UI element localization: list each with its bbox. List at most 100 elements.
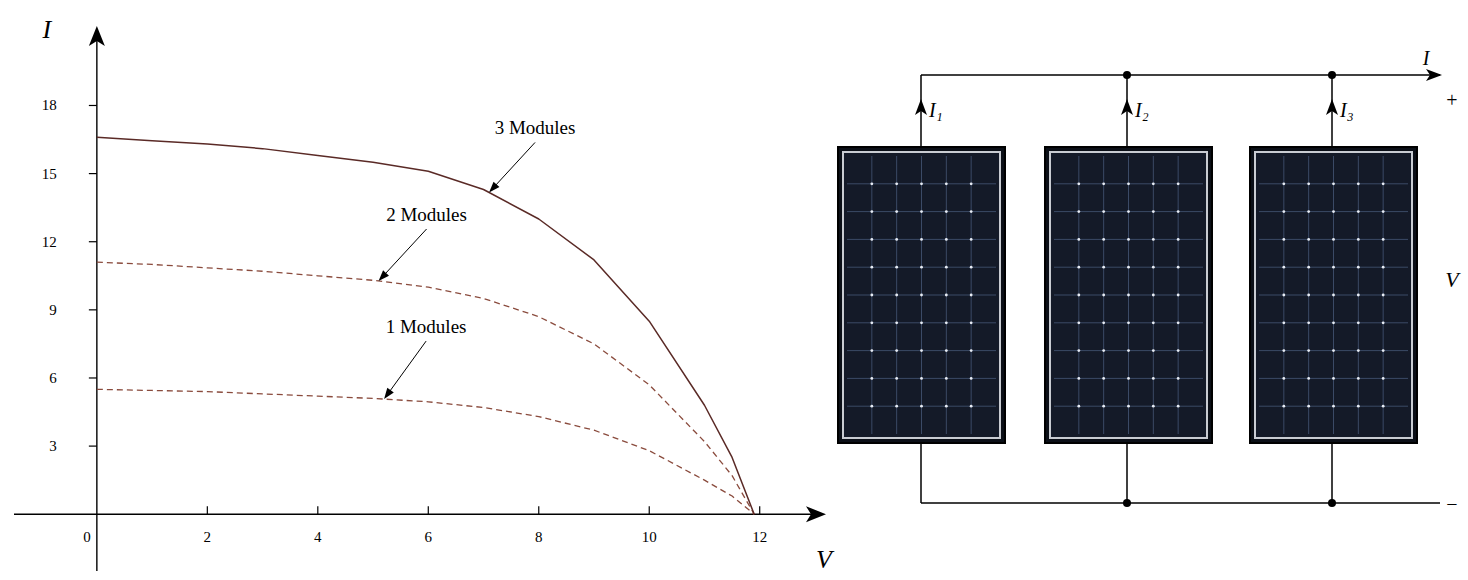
cell-line [1054,295,1203,296]
cell-line [1259,406,1408,407]
cell-dot [895,321,898,324]
cell-line [1054,406,1203,407]
cell-dot [1282,238,1285,241]
cell-line [1259,183,1408,184]
x-tick-label: 0 [83,529,91,545]
cell-dot [920,294,923,297]
cell-dot [1307,294,1310,297]
x-tick-label: 8 [535,529,543,545]
cell-dot [920,377,923,380]
cell-dot [945,182,948,185]
junction [1328,71,1336,79]
cell-line [1054,322,1203,323]
cell-dot [1282,377,1285,380]
cell-dot [895,238,898,241]
y-tick [89,377,97,378]
cell-line [1259,211,1408,212]
negative-terminal: − [1446,493,1457,515]
y-tick [89,241,97,242]
cell-dot [1152,266,1155,269]
cell-dot [1077,210,1080,213]
cell-line [847,211,996,212]
cell-line [1259,350,1408,351]
cell-dot [870,377,873,380]
series-label: 1 Modules [386,316,467,337]
cell-dot [1282,405,1285,408]
y-tick-label: 15 [42,166,57,182]
cell-dot [895,182,898,185]
cell-line [847,267,996,268]
cell-line [1054,211,1203,212]
cell-dot [1332,377,1335,380]
cell-dot [1102,321,1105,324]
cell-line [1054,378,1203,379]
cell-dot [970,405,973,408]
cell-line [946,156,947,434]
y-tick-label: 9 [49,302,57,318]
cell-dot [1382,405,1385,408]
cell-dot [895,266,898,269]
cell-dot [1307,405,1310,408]
cell-dot [1077,405,1080,408]
cell-line [971,156,972,434]
annotation-arrow [390,341,426,391]
cell-dot [1332,238,1335,241]
solar-panel [1045,147,1212,443]
cell-dot [1307,377,1310,380]
cell-dot [1102,182,1105,185]
cell-dot [970,266,973,269]
cell-dot [1102,405,1105,408]
annotation-arrow [385,229,426,274]
annotation-arrow [496,142,535,185]
cell-dot [1152,349,1155,352]
cell-line [1383,156,1384,434]
cell-dot [1307,349,1310,352]
cell-dot [1282,349,1285,352]
cell-line [1054,350,1203,351]
cell-dot [1357,321,1360,324]
cell-dot [945,377,948,380]
cell-line [1358,156,1359,434]
cell-dot [1307,210,1310,213]
cell-dot [920,182,923,185]
series-label: 2 Modules [386,204,467,225]
panel-frame [843,152,1000,438]
junction [1123,499,1131,507]
cell-line [847,183,996,184]
cell-dot [920,210,923,213]
cell-dot [1357,238,1360,241]
cell-dot [1127,294,1130,297]
cell-dot [1382,349,1385,352]
cell-line [1259,322,1408,323]
branch-arrow [1326,99,1338,115]
cell-dot [1332,349,1335,352]
cell-dot [970,182,973,185]
cell-dot [1332,321,1335,324]
cell-dot [1307,182,1310,185]
cell-line [1259,295,1408,296]
y-tick [89,105,97,106]
cell-dot [1357,210,1360,213]
branch-current-label: I₁ [928,99,943,121]
cell-dot [1102,349,1105,352]
cell-line [1054,267,1203,268]
cell-dot [870,238,873,241]
cell-dot [1332,266,1335,269]
cell-line [1153,156,1154,434]
solar-panel [838,147,1005,443]
cell-dot [1127,321,1130,324]
cell-dot [1382,321,1385,324]
cell-dot [1382,266,1385,269]
cell-line [1259,267,1408,268]
y-axis [96,34,97,571]
cell-dot [895,294,898,297]
cell-dot [1177,294,1180,297]
panel-frame [1050,152,1207,438]
x-tick-label: 2 [204,529,212,545]
branch-current-label: I₃ [1339,99,1354,121]
cell-dot [1382,182,1385,185]
cell-dot [1102,266,1105,269]
x-tick-label: 6 [425,529,433,545]
x-tick-label: 4 [314,529,322,545]
x-tick-label: 10 [642,529,657,545]
